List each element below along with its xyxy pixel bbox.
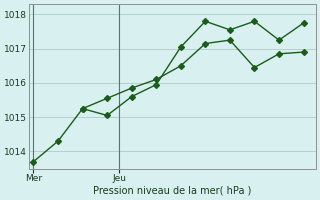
X-axis label: Pression niveau de la mer( hPa ): Pression niveau de la mer( hPa ) [93, 186, 252, 196]
